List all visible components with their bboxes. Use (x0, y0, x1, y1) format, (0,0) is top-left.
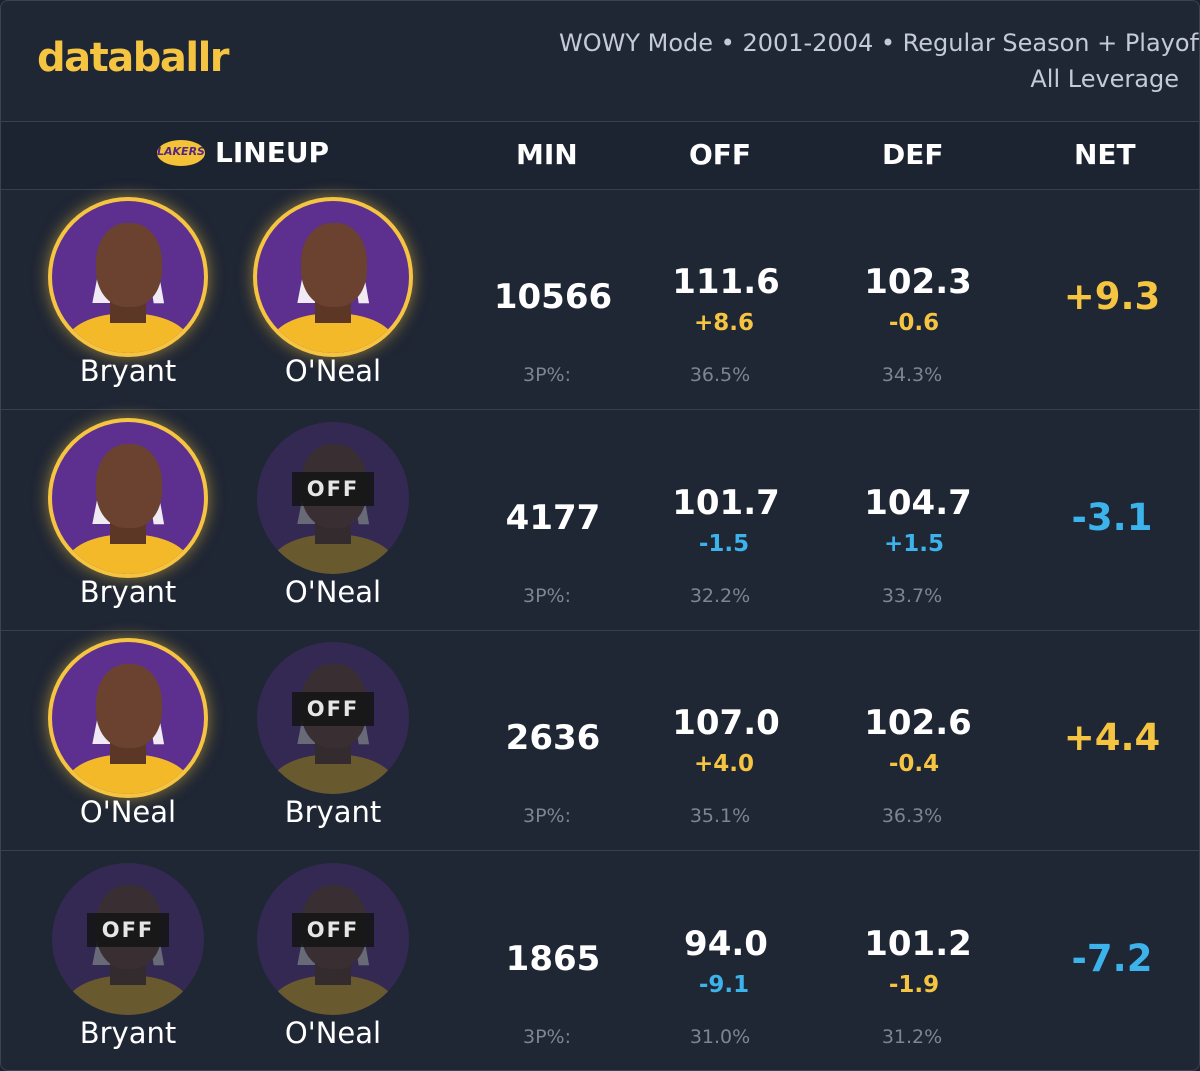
player-cell[interactable]: LAOFFO'Neal (248, 410, 418, 620)
off-rating-value: 111.6 (672, 262, 780, 302)
net-rating-value: +9.3 (1063, 275, 1161, 318)
neck-shape (315, 519, 351, 544)
def-rating-diff: -0.6 (888, 310, 940, 336)
def-rating-value: 104.7 (864, 482, 972, 523)
lakers-logo-icon: LAKERS (157, 139, 205, 166)
lineup-label: LINEUP (215, 136, 330, 169)
neck-shape (315, 740, 351, 764)
net-rating-value: -7.2 (1071, 936, 1153, 980)
off-rating-value: 101.7 (672, 482, 780, 523)
three-pt-label: 3P%: (522, 805, 571, 827)
leverage-filter: All Leverage (1030, 65, 1179, 93)
three-pt-label: 3P%: (522, 584, 571, 607)
player-avatar: LA (52, 421, 204, 574)
off-three-pt-value: 35.1% (689, 805, 751, 827)
def-three-pt-value: 36.3% (881, 805, 943, 827)
lakers-logo-text: LAKERS (157, 144, 205, 158)
min-column-header[interactable]: MIN (516, 138, 578, 171)
off-rating-diff: -1.5 (698, 530, 750, 557)
player-name: Bryant (284, 795, 382, 829)
minutes-value: 4177 (505, 497, 601, 538)
net-column-header[interactable]: NET (1074, 138, 1136, 171)
net-rating-value: +4.4 (1063, 716, 1161, 759)
def-rating-value: 102.3 (864, 262, 972, 302)
head-shape (301, 223, 367, 307)
off-badge: OFF (292, 912, 374, 947)
neck-shape (315, 960, 351, 985)
head-shape (96, 664, 162, 748)
def-rating-value: 102.6 (864, 703, 972, 743)
player-avatar: LA (52, 642, 204, 794)
player-name: Bryant (79, 574, 177, 609)
filter-summary: WOWY Mode • 2001-2004 • Regular Season +… (559, 29, 1200, 57)
off-badge: OFF (292, 471, 374, 506)
off-rating-value: 94.0 (684, 923, 768, 964)
lineup-row[interactable]: LAO'NealLA OFF Bryant 2636 107.0 +4.0 102.6 -0.… (1, 630, 1199, 851)
player-name: O'Neal (284, 354, 382, 388)
three-pt-label: 3P%: (522, 1025, 571, 1048)
off-rating-diff: +4.0 (693, 751, 754, 777)
lineup-row[interactable]: LABryantLA OFF O'Neal 4177 101.7 -1.5 104.7 +1.… (1, 410, 1199, 631)
lineup-row[interactable]: LABryantLAO'Neal10566111.6+8.6102.3-0.63… (1, 189, 1199, 410)
head-shape (96, 443, 162, 528)
def-column-header[interactable]: DEF (882, 138, 944, 171)
player-cell[interactable]: LABryant (43, 410, 213, 620)
column-header-row: LAKERS LINEUP MIN OFF DEF NET (1, 121, 1199, 190)
lineup-row[interactable]: LAOFFBryantLAOFFO'Neal186594.0-9.1101.2-… (1, 851, 1199, 1071)
player-cell[interactable]: LAO'Neal (248, 189, 418, 399)
net-rating-value: -3.1 (1071, 495, 1153, 539)
player-name: Bryant (79, 354, 177, 388)
off-column-header[interactable]: OFF (689, 138, 752, 171)
minutes-value: 1865 (505, 938, 601, 979)
off-three-pt-value: 36.5% (689, 364, 751, 386)
player-cell[interactable]: LAOFFO'Neal (248, 851, 418, 1061)
player-cell[interactable]: LAO'Neal (43, 630, 213, 840)
player-name: Bryant (79, 1015, 177, 1050)
off-three-pt-value: 31.0% (689, 1025, 751, 1048)
def-three-pt-value: 33.7% (881, 584, 943, 607)
player-avatar: LA (52, 201, 204, 353)
neck-shape (110, 960, 146, 985)
three-pt-label: 3P%: (522, 364, 571, 386)
def-rating-value: 101.2 (864, 923, 972, 964)
off-rating-diff: +8.6 (693, 310, 754, 336)
def-three-pt-value: 34.3% (881, 364, 943, 386)
player-name: O'Neal (284, 574, 382, 609)
jersey-shape (271, 754, 395, 794)
minutes-value: 10566 (493, 277, 613, 317)
off-badge: OFF (87, 912, 169, 947)
off-three-pt-value: 32.2% (689, 584, 751, 607)
player-name: O'Neal (79, 795, 177, 829)
player-cell[interactable]: LAOFFBryant (43, 851, 213, 1061)
off-rating-value: 107.0 (672, 703, 780, 743)
off-badge: OFF (292, 692, 374, 726)
def-rating-diff: -1.9 (888, 971, 940, 998)
head-shape (96, 223, 162, 307)
off-rating-diff: -9.1 (698, 971, 750, 998)
def-rating-diff: -0.4 (888, 751, 940, 777)
player-avatar: LA (257, 201, 409, 353)
databallr-logo[interactable]: databallr (37, 35, 230, 81)
def-rating-diff: +1.5 (883, 530, 944, 557)
def-three-pt-value: 31.2% (881, 1025, 943, 1048)
lineup-column-header[interactable]: LAKERS LINEUP (157, 136, 329, 169)
player-cell[interactable]: LABryant (43, 189, 213, 399)
player-name: O'Neal (284, 1015, 382, 1050)
header: databallr WOWY Mode • 2001-2004 • Regula… (1, 1, 1199, 120)
minutes-value: 2636 (505, 718, 601, 758)
player-cell[interactable]: LAOFFBryant (248, 630, 418, 840)
